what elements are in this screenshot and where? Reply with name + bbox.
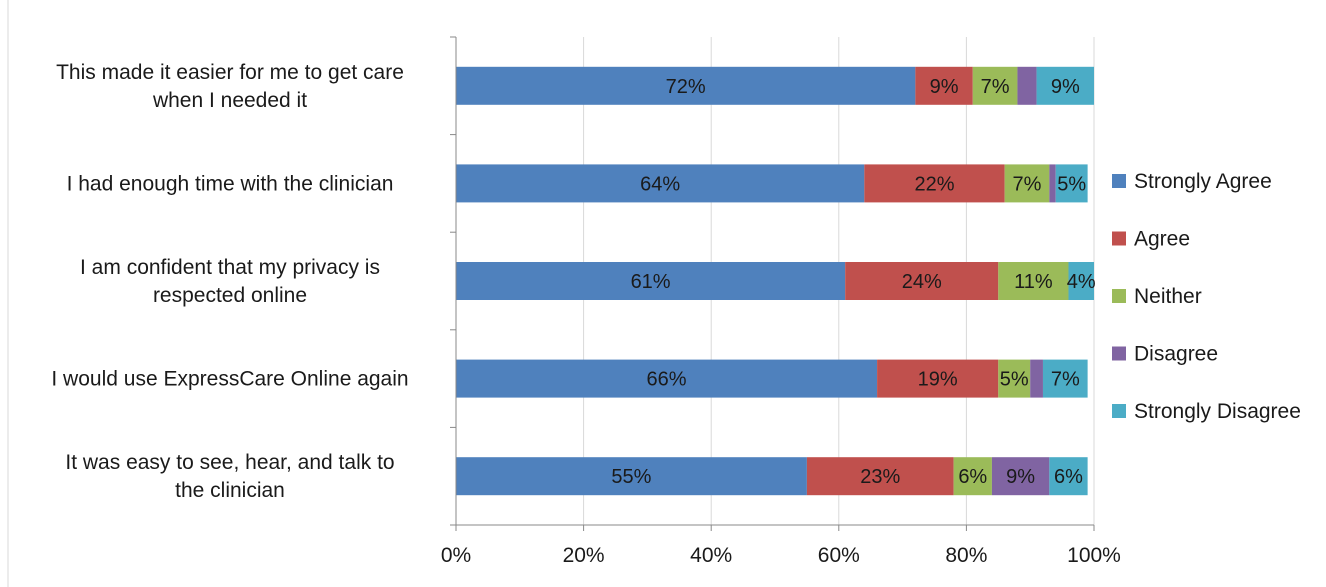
x-tick-label: 80%: [945, 544, 987, 567]
bar-segment: [953, 457, 992, 496]
legend-swatch: [1112, 404, 1126, 418]
bar-segment: [456, 164, 865, 203]
bar-data-label: 9%: [1051, 76, 1080, 98]
bar-segment: [915, 66, 973, 105]
bar-segment: [1049, 457, 1088, 496]
x-tick-labels: 0% 20% 40% 60% 80% 100%: [441, 544, 1121, 567]
bar-data-label: 5%: [1000, 369, 1029, 391]
x-tick-label: 40%: [690, 544, 732, 567]
bar-data-label: 7%: [1013, 173, 1042, 195]
bar-data-label: 19%: [918, 369, 958, 391]
bar-data-label: 64%: [640, 173, 680, 195]
category-label: This made it easier for me to get care wh…: [56, 61, 404, 112]
legend-label: Disagree: [1134, 343, 1218, 366]
legend-swatch: [1112, 231, 1126, 246]
bar-data-label: 5%: [1057, 173, 1086, 195]
bar-segment: [806, 457, 954, 496]
bar-segment: [456, 262, 846, 300]
axes: [450, 36, 1095, 531]
bar-data-label: 72%: [666, 76, 706, 98]
legend-label: Strongly Agree: [1134, 170, 1272, 193]
bar-segment: [877, 359, 999, 398]
x-tick-label: 60%: [818, 544, 860, 567]
bar-data-label: 55%: [611, 466, 651, 488]
bar-segment: [1049, 164, 1056, 203]
bar-data-label: 7%: [1051, 369, 1080, 391]
bar-segment: [991, 457, 1050, 496]
bar-segment: [998, 262, 1069, 300]
category-label: I would use ExpressCare Online again: [51, 368, 408, 391]
bar-segment: [864, 164, 1005, 203]
bar-data-label: 6%: [1054, 466, 1083, 488]
category-label: I am confident that my privacy is respect…: [80, 256, 380, 307]
bar-data-label: 24%: [902, 271, 942, 293]
legend-label: Agree: [1134, 228, 1190, 251]
bar-data-label: 22%: [914, 173, 954, 195]
bar-data-label: 61%: [631, 271, 671, 293]
legend-label: Strongly Disagree: [1134, 400, 1301, 423]
category-labels: This made it easier for me to get care wh…: [51, 61, 408, 502]
x-tick-label: 20%: [563, 544, 605, 567]
bar-segment: [1042, 359, 1088, 398]
bar-data-label: 9%: [930, 76, 959, 98]
legend-swatch: [1112, 289, 1126, 303]
bars-layer: 72% 9% 7% 9% 64% 22% 7% 5% 61% 24% 11% 4% 66% 19% 5% 7%…: [456, 66, 1096, 496]
bar-segment: [998, 359, 1031, 398]
bar-segment: [1017, 66, 1037, 105]
bar-segment: [845, 262, 999, 300]
bar-data-label: 11%: [1014, 271, 1053, 293]
bar-data-label: 4%: [1067, 271, 1096, 293]
x-tick-label: 100%: [1067, 544, 1121, 567]
category-label: I had enough time with the clinician: [67, 172, 394, 195]
bar-segment: [1068, 262, 1094, 300]
bar-segment: [1055, 164, 1088, 203]
bar-data-label: 23%: [860, 466, 900, 488]
category-label: It was easy to see, hear, and talk to the…: [65, 451, 394, 502]
bar-segment: [972, 66, 1018, 105]
bar-segment: [456, 359, 878, 398]
bar-segment: [1004, 164, 1050, 203]
bar-data-label: 9%: [1006, 466, 1035, 488]
bar-data-label: 7%: [981, 76, 1010, 98]
legend: Strongly Agree Agree Neither Disagree Strong…: [1112, 170, 1301, 423]
bar-data-label: 66%: [647, 369, 687, 391]
legend-swatch: [1112, 174, 1126, 188]
x-tick-label: 0%: [441, 544, 471, 567]
legend-swatch: [1112, 346, 1126, 361]
bar-data-label: 6%: [958, 466, 987, 488]
bar-segment: [456, 66, 916, 105]
bar-segment: [456, 457, 807, 496]
legend-label: Neither: [1134, 285, 1202, 308]
bar-segment: [1030, 359, 1043, 398]
bar-segment: [1036, 66, 1094, 105]
